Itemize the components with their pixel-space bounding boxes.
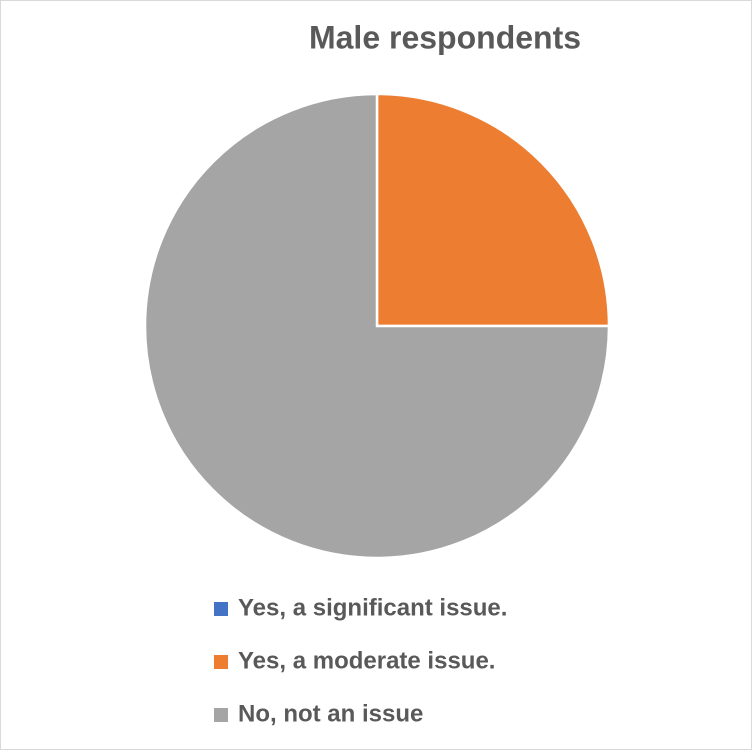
legend-label: No, not an issue [238,700,423,727]
pie-slice [143,92,611,560]
legend-label: Yes, a significant issue. [238,594,507,621]
legend-label: Yes, a moderate issue. [238,647,495,674]
legend-swatch [214,708,228,722]
pie-slice [375,92,611,328]
legend-swatch [214,655,228,669]
chart-title: Male respondents [309,19,581,55]
legend-swatch [214,602,228,616]
